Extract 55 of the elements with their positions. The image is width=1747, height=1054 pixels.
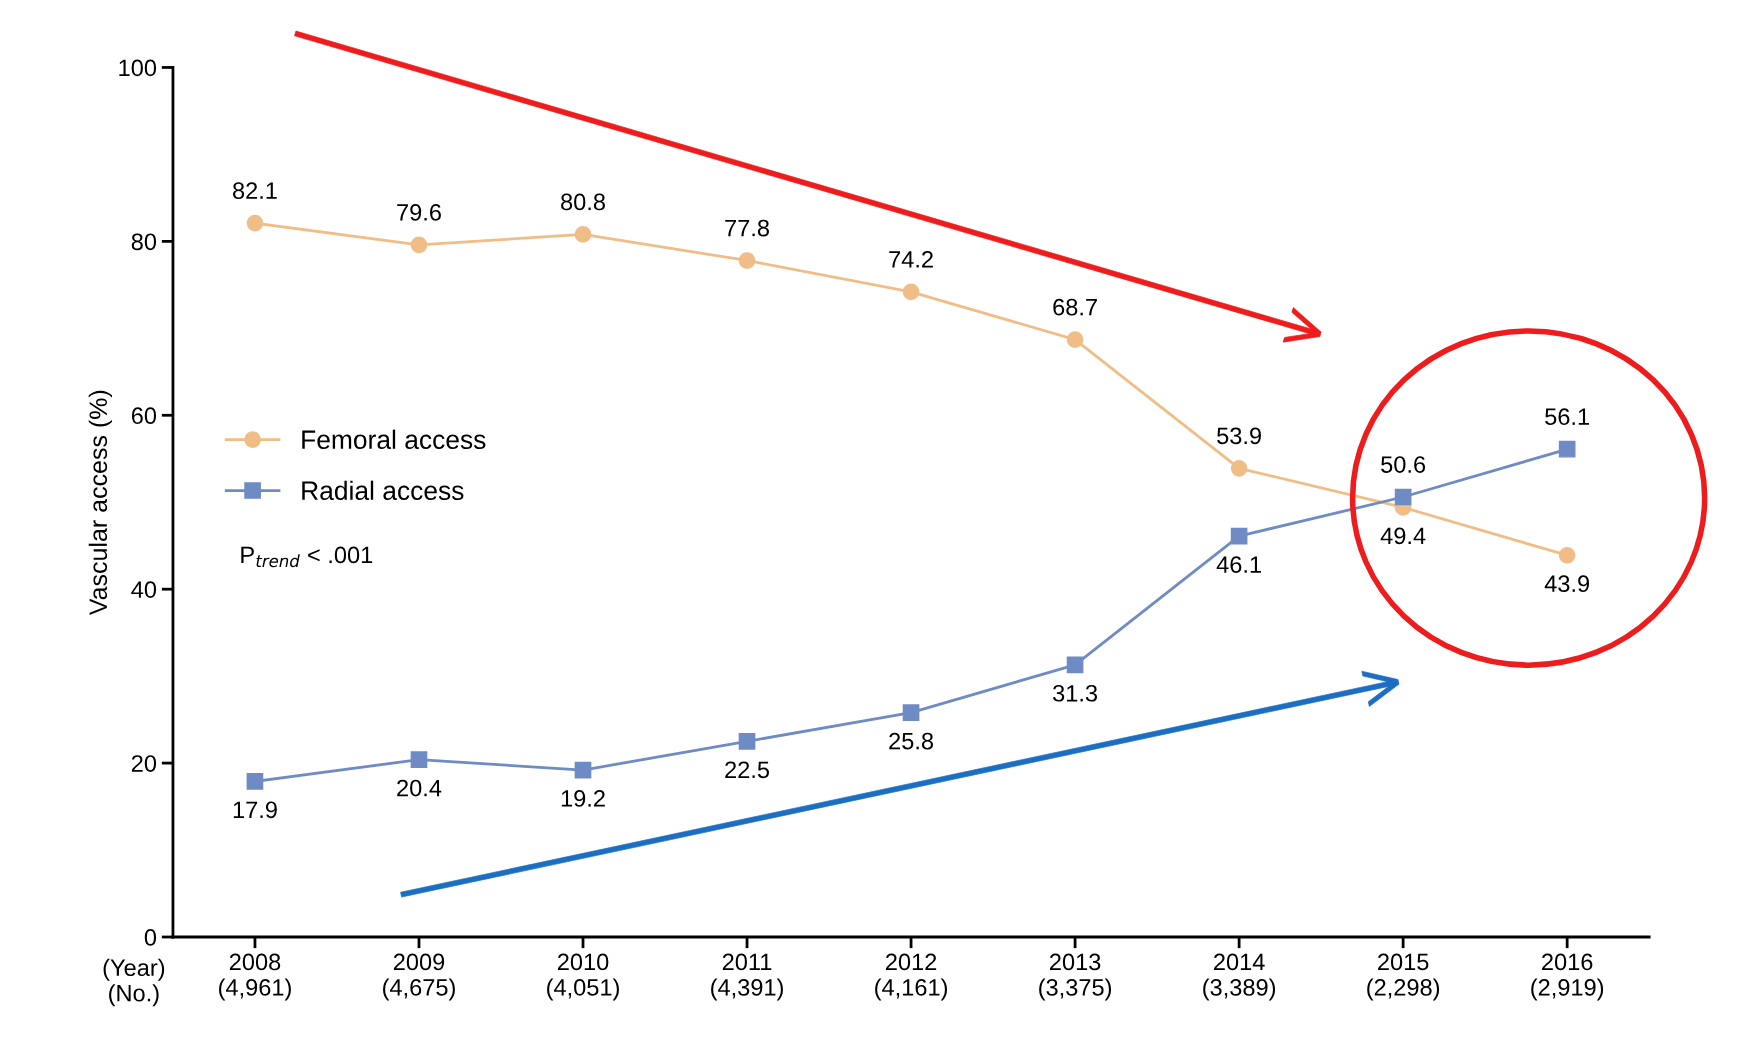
point xyxy=(738,733,756,750)
x-tick-label: 2011 (4,391) xyxy=(711,953,783,1001)
point xyxy=(246,773,264,790)
data-label: 56.1 xyxy=(1545,408,1589,426)
y-tick-label: 20 xyxy=(131,755,157,772)
y-tick-label: 40 xyxy=(131,581,157,598)
y-tick-label: 100 xyxy=(119,59,157,77)
data-label: 77.8 xyxy=(725,219,769,237)
data-label: 50.6 xyxy=(1381,456,1426,473)
data-label: 19.2 xyxy=(561,790,605,807)
data-label: 53.9 xyxy=(1217,427,1261,445)
x-tick-label: 2015 (2,298) xyxy=(1367,953,1440,1001)
legend-label: Radial access xyxy=(302,480,464,501)
data-label: 79.6 xyxy=(397,204,441,221)
point xyxy=(738,252,756,269)
x-tick-label: 2013 (3,375) xyxy=(1039,953,1112,1001)
point xyxy=(410,751,428,768)
x-tick-label: 2014 (3,389) xyxy=(1203,953,1276,1001)
point xyxy=(246,214,264,232)
legend-label: Femoral access xyxy=(302,429,486,450)
data-label: 43.9 xyxy=(1544,575,1590,593)
data-label: 22.5 xyxy=(725,761,770,779)
point xyxy=(1230,527,1248,545)
data-label: 74.2 xyxy=(889,250,933,268)
point xyxy=(410,236,428,254)
point xyxy=(1558,546,1576,564)
point xyxy=(1230,459,1248,477)
x-tick-label: 2010 (4,051) xyxy=(547,953,619,1001)
data-label: 46.1 xyxy=(1216,556,1261,573)
data-label: 25.8 xyxy=(889,732,934,750)
data-label: 68.7 xyxy=(1053,298,1097,316)
y-tick-label: 0 xyxy=(144,929,157,946)
y-axis-title: Vascular access (%) xyxy=(88,390,113,616)
annotation: P$_{trend}$ < .001 xyxy=(241,546,373,568)
point xyxy=(902,704,920,721)
point xyxy=(574,761,592,779)
point xyxy=(574,226,592,243)
text: (Year) (No.) xyxy=(103,958,165,1007)
x-tick-label: 2008 (4,961) xyxy=(219,953,291,1001)
x-tick-label: 2016 (2,919) xyxy=(1531,953,1604,1001)
x-tick-label: 2012 (4,161) xyxy=(875,953,947,1001)
data-label: 31.3 xyxy=(1053,684,1098,702)
x-tick-label: 2009 (4,675) xyxy=(383,953,455,1001)
point xyxy=(1066,331,1084,348)
y-tick-label: 80 xyxy=(131,233,157,251)
point xyxy=(1394,488,1412,506)
data-label: 82.1 xyxy=(233,182,277,199)
point xyxy=(1066,656,1084,674)
data-label: 17.9 xyxy=(233,801,277,819)
data-label: 80.8 xyxy=(561,193,605,211)
point xyxy=(1558,440,1576,458)
point xyxy=(902,283,920,301)
data-label: 49.4 xyxy=(1380,527,1426,545)
data-label: 20.4 xyxy=(397,779,442,797)
y-tick-label: 60 xyxy=(131,407,157,425)
